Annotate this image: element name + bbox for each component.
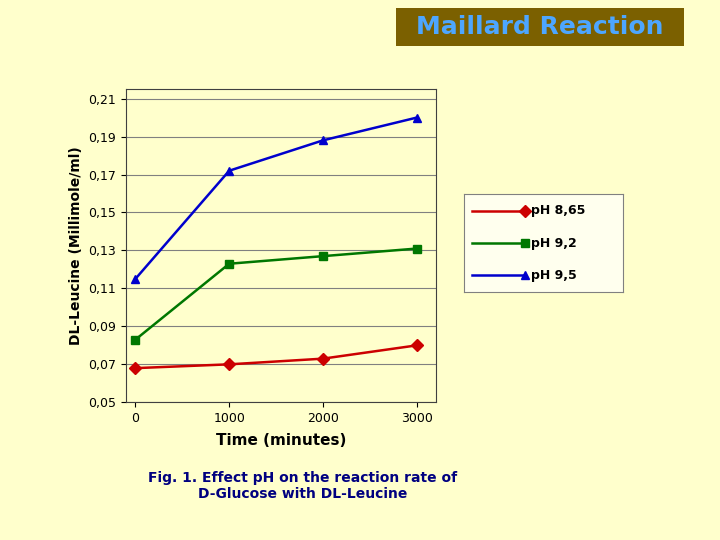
Line: pH 9,2: pH 9,2	[131, 245, 421, 344]
Text: Fig. 1. Effect pH on the reaction rate of
D-Glucose with DL-Leucine: Fig. 1. Effect pH on the reaction rate o…	[148, 471, 457, 501]
pH 8,65	[319, 355, 328, 362]
pH 9,5	[225, 167, 233, 174]
Text: pH 8,65: pH 8,65	[531, 204, 585, 217]
Line: pH 8,65: pH 8,65	[131, 341, 421, 372]
pH 9,5	[413, 114, 421, 121]
pH 8,65	[225, 361, 233, 368]
pH 9,5	[131, 276, 140, 282]
Line: pH 9,5: pH 9,5	[131, 113, 421, 283]
pH 9,5	[319, 137, 328, 144]
Text: pH 9,5: pH 9,5	[531, 269, 577, 282]
pH 9,2	[131, 336, 140, 343]
pH 9,2	[225, 260, 233, 267]
X-axis label: Time (minutes): Time (minutes)	[215, 434, 346, 448]
pH 9,2	[319, 253, 328, 259]
pH 8,65	[413, 342, 421, 349]
Y-axis label: DL-Leucine (Millimole/ml): DL-Leucine (Millimole/ml)	[68, 146, 83, 345]
Text: Maillard Reaction: Maillard Reaction	[416, 15, 664, 39]
pH 8,65	[131, 365, 140, 372]
Text: pH 9,2: pH 9,2	[531, 237, 577, 249]
pH 9,2	[413, 245, 421, 252]
